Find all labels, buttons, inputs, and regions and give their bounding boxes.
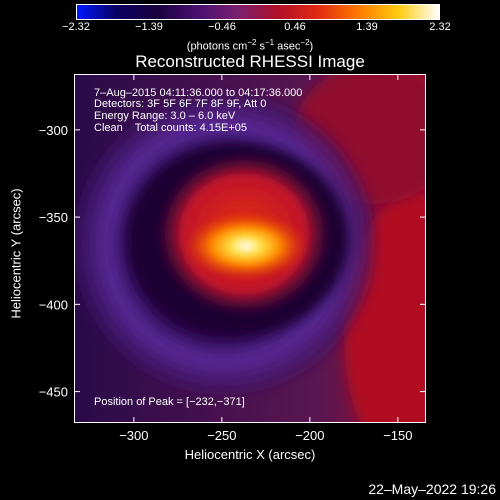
info-detectors: Detectors: 3F 5F 6F 7F 8F 9F, Att 0 — [94, 98, 267, 110]
plot-frame — [74, 74, 426, 423]
colorbar-tick: 0.46 — [284, 21, 306, 33]
x-tick-label: −150 — [383, 428, 412, 443]
colorbar-tick: 2.32 — [429, 21, 451, 33]
timestamp: 22–May–2022 19:26 — [368, 481, 496, 497]
y-tick-label: −300 — [39, 123, 68, 138]
y-tick-label: −450 — [39, 385, 68, 400]
chart-title: Reconstructed RHESSI Image — [135, 52, 365, 71]
peak-position-label: Position of Peak = [−232,−371] — [94, 396, 245, 408]
x-tick-label: −200 — [295, 428, 324, 443]
y-tick-label: −400 — [39, 297, 68, 312]
plot-area: 7–Aug–2015 04:11:36.000 to 04:17:36.000 … — [74, 74, 426, 423]
colorbar — [76, 4, 440, 20]
info-clean: Clean Total counts: 4.15E+05 — [94, 122, 247, 134]
colorbar-tick: −1.39 — [135, 21, 163, 33]
colorbar-tick: −2.32 — [62, 21, 90, 33]
heatmap-image — [74, 74, 426, 423]
x-axis-label: Heliocentric X (arcsec) — [184, 447, 316, 462]
x-tick-label: −300 — [119, 428, 148, 443]
y-tick-label: −350 — [39, 210, 68, 225]
info-energy: Energy Range: 3.0 – 6.0 keV — [94, 110, 236, 122]
y-axis-label: Heliocentric Y (arcsec) — [8, 188, 24, 319]
colorbar-tick: 1.39 — [356, 21, 378, 33]
info-time-range: 7–Aug–2015 04:11:36.000 to 04:17:36.000 — [94, 87, 303, 99]
x-tick-label: −250 — [207, 428, 236, 443]
colorbar-units: (photons cm−2 s−1 asec−2) — [186, 38, 314, 53]
colorbar-tick: −0.46 — [208, 21, 236, 33]
